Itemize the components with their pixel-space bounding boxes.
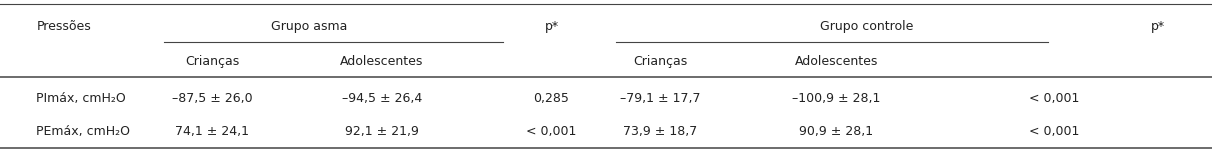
- Text: Crianças: Crianças: [185, 55, 239, 68]
- Text: p*: p*: [544, 20, 559, 33]
- Text: Adolescentes: Adolescentes: [341, 55, 423, 68]
- Text: –100,9 ± 28,1: –100,9 ± 28,1: [793, 92, 880, 105]
- Text: 73,9 ± 18,7: 73,9 ± 18,7: [623, 125, 698, 138]
- Text: < 0,001: < 0,001: [526, 125, 577, 138]
- Text: –87,5 ± 26,0: –87,5 ± 26,0: [172, 92, 252, 105]
- Text: PImáx, cmH₂O: PImáx, cmH₂O: [36, 92, 126, 105]
- Text: PEmáx, cmH₂O: PEmáx, cmH₂O: [36, 125, 131, 138]
- Text: Crianças: Crianças: [634, 55, 687, 68]
- Text: < 0,001: < 0,001: [1029, 92, 1080, 105]
- Text: Adolescentes: Adolescentes: [795, 55, 877, 68]
- Text: Grupo controle: Grupo controle: [819, 20, 914, 33]
- Text: Grupo asma: Grupo asma: [270, 20, 348, 33]
- Text: 74,1 ± 24,1: 74,1 ± 24,1: [175, 125, 250, 138]
- Text: < 0,001: < 0,001: [1029, 125, 1080, 138]
- Text: –79,1 ± 17,7: –79,1 ± 17,7: [621, 92, 701, 105]
- Text: p*: p*: [1150, 20, 1165, 33]
- Text: 92,1 ± 21,9: 92,1 ± 21,9: [345, 125, 418, 138]
- Text: –94,5 ± 26,4: –94,5 ± 26,4: [342, 92, 422, 105]
- Text: 90,9 ± 28,1: 90,9 ± 28,1: [799, 125, 874, 138]
- Text: 0,285: 0,285: [533, 92, 570, 105]
- Text: Pressões: Pressões: [36, 20, 91, 33]
